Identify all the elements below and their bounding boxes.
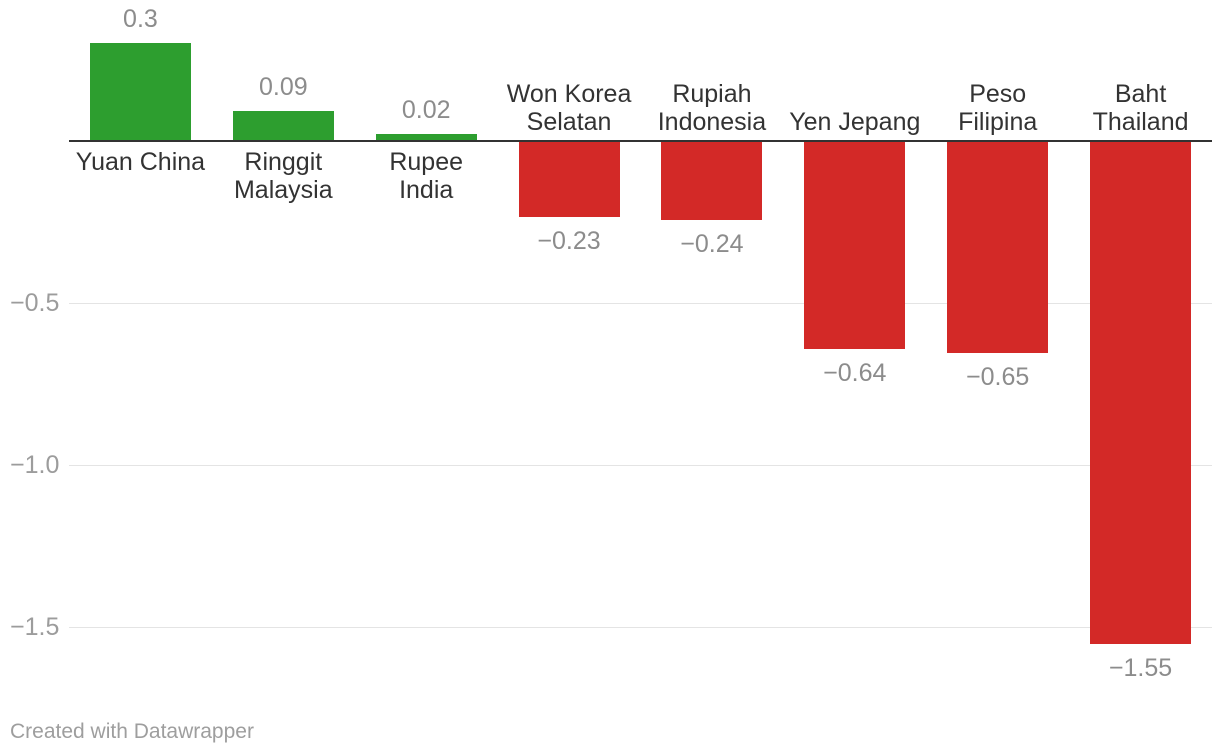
y-tick-label--0-5: −0.5	[10, 289, 60, 317]
y-gridline--1-5	[69, 627, 1212, 628]
chart-footer: Created with Datawrapper	[10, 719, 254, 745]
category-label-peso-filipina: Peso Filipina	[916, 80, 1079, 136]
category-label-line: Ringgit	[244, 148, 323, 176]
value-label-ringgit-malaysia: 0.09	[258, 73, 308, 101]
value-label-peso-filipina: −0.65	[966, 363, 1030, 391]
category-label-yuan-china: Yuan China	[59, 148, 222, 176]
bar-rupee-india[interactable]	[375, 134, 477, 140]
category-label-line: Filipina	[958, 108, 1038, 136]
y-gridline--0-5	[69, 303, 1212, 304]
value-label-won-korea-selatan: −0.23	[537, 227, 601, 255]
value-label-rupiah-indonesia: −0.24	[680, 230, 744, 258]
category-label-baht-thailand: Baht Thailand	[1059, 80, 1220, 136]
y-gridline--1-0	[69, 465, 1212, 466]
category-label-line: Rupiah	[672, 80, 752, 108]
zero-axis-line	[69, 140, 1212, 142]
bar-peso-filipina[interactable]	[947, 142, 1049, 353]
bar-rupiah-indonesia[interactable]	[661, 142, 763, 220]
category-label-line: India	[399, 176, 454, 204]
category-label-line: Baht	[1114, 80, 1167, 108]
bar-ringgit-malaysia[interactable]	[232, 111, 334, 140]
category-label-ringgit-malaysia: Ringgit Malaysia	[202, 148, 365, 204]
bar-baht-thailand[interactable]	[1090, 142, 1192, 644]
category-label-line: Selatan	[526, 108, 612, 136]
bar-won-korea-selatan[interactable]	[518, 142, 620, 217]
y-tick-label--1-5: −1.5	[10, 613, 60, 641]
value-label-baht-thailand: −1.55	[1108, 654, 1173, 682]
category-label-line: Peso	[969, 80, 1027, 108]
datawrapper-credit-link[interactable]: Created with Datawrapper	[10, 720, 254, 743]
category-label-yen-jepang: Yen Jepang	[773, 108, 936, 136]
y-tick-label--1-0: −1.0	[10, 451, 60, 479]
category-label-line: Malaysia	[233, 176, 333, 204]
bar-yuan-china[interactable]	[89, 43, 191, 140]
category-label-line: Thailand	[1092, 108, 1189, 136]
value-label-yuan-china: 0.3	[123, 5, 158, 33]
bar-yen-jepang[interactable]	[804, 142, 906, 349]
category-label-line: Indonesia	[657, 108, 767, 136]
category-label-won-korea-selatan: Won Korea Selatan	[488, 80, 651, 136]
value-label-rupee-india: 0.02	[401, 96, 451, 124]
category-label-line: Won Korea	[506, 80, 632, 108]
category-label-line: Yuan China	[75, 148, 206, 176]
category-label-rupiah-indonesia: Rupiah Indonesia	[631, 80, 794, 136]
category-label-line: Yen Jepang	[789, 108, 921, 136]
category-label-rupee-india: Rupee India	[345, 148, 508, 204]
category-label-line: Rupee	[389, 148, 464, 176]
value-label-yen-jepang: −0.64	[823, 359, 887, 387]
